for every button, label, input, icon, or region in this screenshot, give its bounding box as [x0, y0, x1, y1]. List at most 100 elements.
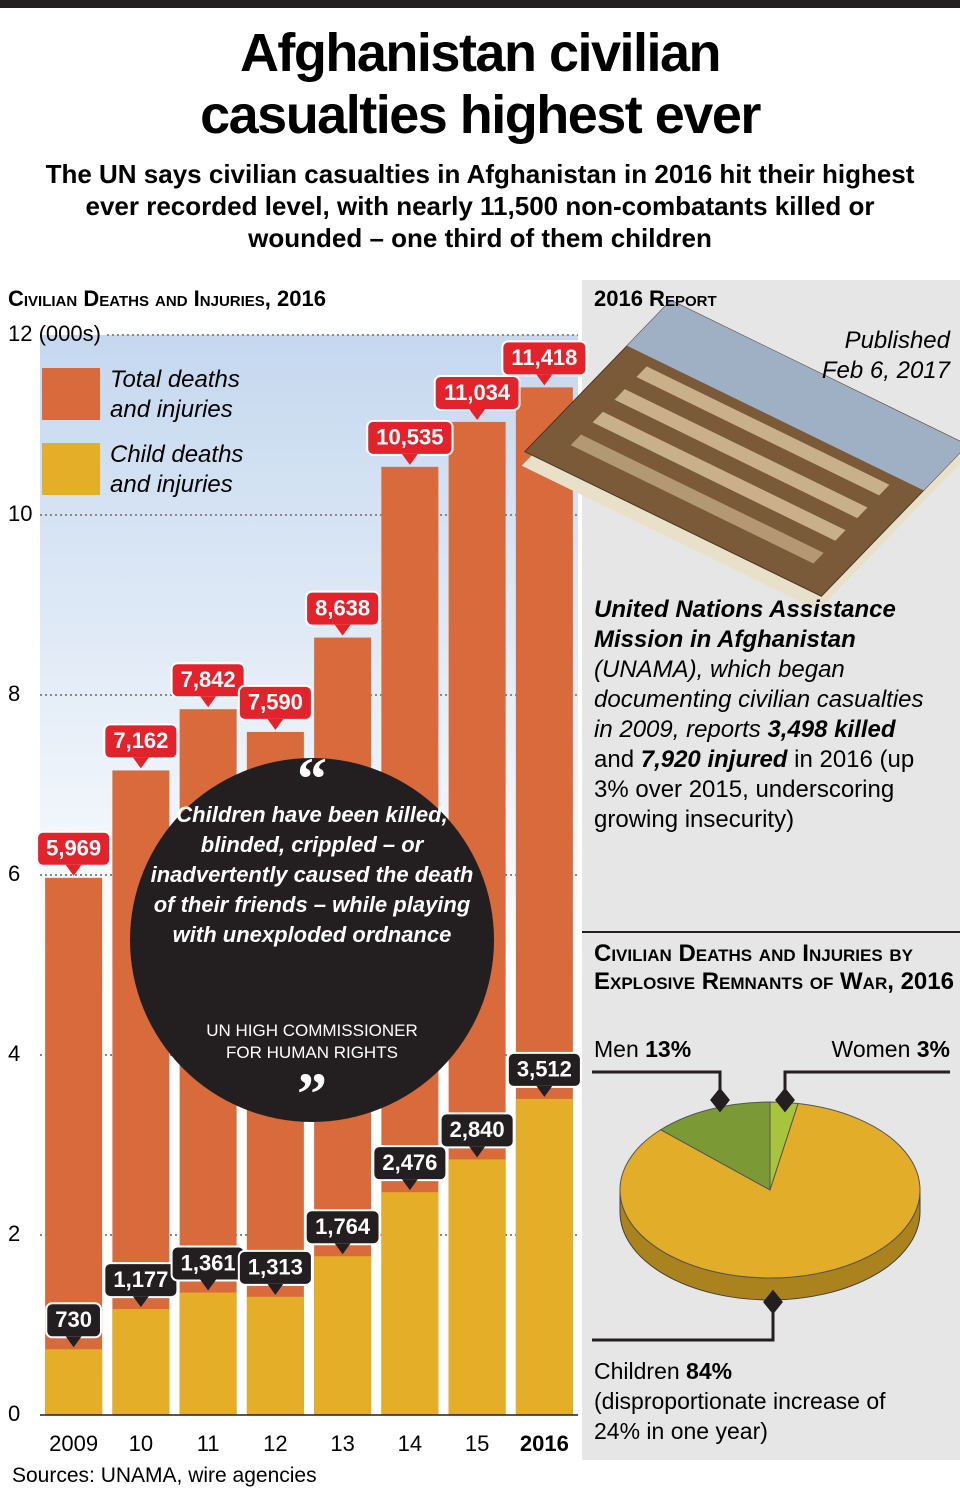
value-label: 7,590	[248, 690, 303, 715]
report-killed: 3,498 killed	[767, 716, 896, 743]
report-published: Published Feb 6, 2017	[821, 327, 950, 384]
label-pointer	[132, 757, 149, 769]
report-cover	[521, 299, 960, 611]
data-label: 3,512	[506, 1051, 582, 1097]
data-label: 5,969	[36, 830, 112, 876]
label-pointer	[536, 374, 553, 386]
y-tick-label: 0	[8, 1401, 20, 1426]
data-label: 730	[45, 1302, 102, 1348]
report-org: United Nations Assistance Mission in Afg…	[594, 596, 896, 653]
label-pointer	[401, 1179, 418, 1191]
data-label: 7,162	[103, 723, 179, 769]
value-label: 7,162	[113, 728, 168, 753]
report-body: United Nations Assistance Mission in Afg…	[594, 595, 924, 835]
bar	[448, 1159, 506, 1415]
report-text: in 2016 (up 3% over 2015, underscoring g…	[594, 746, 915, 833]
data-label: 1,361	[170, 1245, 246, 1291]
x-tick-label: 12	[263, 1431, 287, 1456]
y-tick-label: 10	[8, 501, 32, 526]
value-label: 3,512	[517, 1057, 572, 1082]
pie-category: Children	[594, 1358, 680, 1384]
bar	[112, 1309, 170, 1415]
bar	[314, 1256, 372, 1415]
value-label: 1,764	[315, 1214, 371, 1239]
pie-value: 13%	[645, 1036, 692, 1062]
pie-category: Men	[594, 1036, 639, 1062]
legend-swatch	[42, 368, 100, 420]
data-label: 2,840	[439, 1112, 515, 1158]
pie-slice	[659, 1101, 771, 1191]
data-label: 8,638	[305, 590, 381, 636]
book-stripe	[592, 411, 846, 541]
label-pointer	[65, 1336, 82, 1348]
y-tick-label: 2	[8, 1221, 20, 1246]
pie-label: Children 84% (disproportionate increase o…	[594, 1356, 924, 1446]
report-text: (UNAMA), which began documenting civilia…	[594, 656, 924, 743]
x-tick-label: 2016	[520, 1431, 569, 1456]
book-sky	[627, 300, 960, 491]
quote-attribution: UN HIGH COMMISSIONER FOR HUMAN RIGHTS	[206, 1021, 418, 1062]
label-pointer	[65, 864, 82, 876]
label-pointer	[334, 1243, 351, 1255]
pie-slice	[619, 1103, 921, 1279]
value-label: 1,361	[181, 1250, 236, 1275]
legend-swatch	[42, 443, 100, 495]
x-tick-label: 2009	[49, 1431, 98, 1456]
book-stripe	[614, 389, 868, 519]
pie-value: 84%	[686, 1358, 733, 1384]
data-label: 1,313	[237, 1249, 313, 1295]
label-pointer	[200, 1279, 217, 1291]
pie-title: Civilian Deaths and Injuries by Explosiv…	[594, 940, 954, 995]
x-tick-label: 14	[398, 1431, 422, 1456]
bar	[515, 1098, 573, 1415]
book-stripe	[636, 366, 890, 496]
pie-category: Women	[831, 1036, 911, 1062]
value-label: 1,177	[113, 1267, 168, 1292]
data-label: 7,842	[170, 662, 246, 708]
bar	[45, 1349, 103, 1415]
data-label: 1,764	[304, 1209, 381, 1255]
sources: Sources: UNAMA, wire agencies	[12, 1464, 317, 1487]
legend-label: Child deaths and injuries	[110, 441, 244, 498]
legend-label: Total deaths and injuries	[110, 366, 240, 423]
pie-callouts	[592, 1070, 950, 1342]
x-tick-label: 13	[330, 1431, 354, 1456]
x-tick-label: 11	[197, 1431, 220, 1456]
value-label: 1,313	[248, 1255, 303, 1280]
bar	[381, 1192, 439, 1415]
quote-open: “	[297, 746, 327, 812]
value-label: 7,842	[181, 667, 236, 692]
data-label: 7,590	[237, 684, 313, 730]
label-pointer	[267, 718, 284, 730]
quote-close: ”	[297, 1061, 327, 1127]
pie-value: 3%	[916, 1036, 950, 1062]
x-tick-label: 10	[129, 1431, 153, 1456]
quote-text: Children have been killed, blinded, crip…	[150, 802, 474, 947]
report-injured: 7,920 injured	[640, 746, 788, 773]
value-label: 11,418	[511, 345, 577, 370]
report-heading: 2016 Report	[594, 286, 717, 311]
bar-chart-title: Civilian Deaths and Injuries, 2016	[8, 286, 326, 311]
value-label: 10,535	[376, 425, 443, 450]
label-pointer	[469, 408, 486, 420]
value-label: 730	[55, 1307, 92, 1332]
data-label: 11,034	[433, 374, 521, 420]
title: Afghanistan civilian casualties highest …	[200, 23, 761, 145]
label-pointer	[200, 696, 217, 708]
label-pointer	[132, 1296, 149, 1308]
bar	[179, 1292, 237, 1415]
subtitle: The UN says civilian casualties in Afgha…	[45, 159, 915, 253]
bar	[246, 1296, 304, 1415]
data-label: 10,535	[366, 419, 454, 465]
y-tick-label: 4	[8, 1041, 20, 1066]
value-label: 5,969	[46, 836, 101, 861]
data-label: 11,418	[501, 340, 588, 386]
value-label: 2,476	[382, 1150, 437, 1175]
callout-diamond	[710, 1087, 795, 1315]
label-pointer	[334, 624, 351, 636]
value-label: 2,840	[450, 1117, 505, 1142]
pie-label: Women 3%	[832, 1036, 950, 1063]
label-pointer	[536, 1085, 553, 1097]
